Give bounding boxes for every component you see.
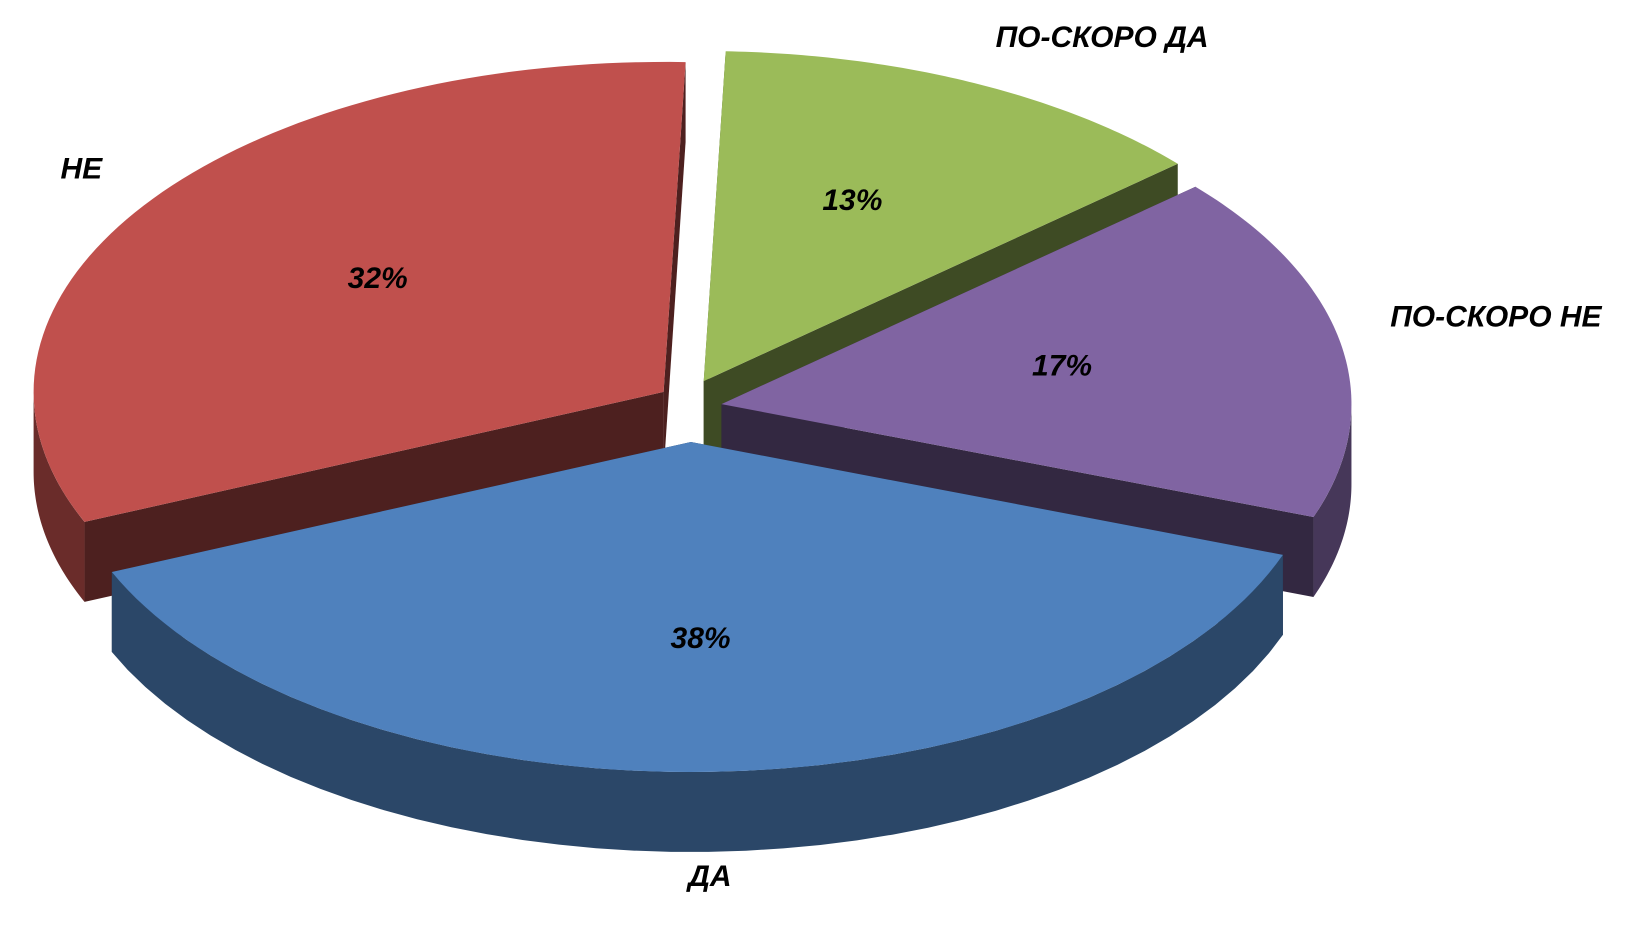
data-label: 32%	[348, 262, 408, 295]
category-label: ПО-СКОРО НЕ	[1390, 300, 1602, 333]
slice	[111, 441, 1283, 852]
slice-top	[111, 441, 1283, 772]
slice-side-wall	[663, 62, 686, 472]
slice-top	[721, 186, 1352, 517]
data-label: 38%	[671, 622, 731, 655]
slice-top	[33, 61, 686, 522]
data-label: 17%	[1032, 350, 1092, 383]
slice-outer-wall	[33, 391, 85, 602]
category-label: ПО-СКОРО ДА	[996, 21, 1209, 54]
category-label: ДА	[685, 860, 731, 893]
slice-top	[703, 51, 1178, 382]
data-label: 13%	[822, 184, 882, 217]
slice-outer-wall	[111, 554, 1283, 852]
slice-outer-wall	[1313, 404, 1352, 597]
category-label: НЕ	[61, 152, 104, 185]
